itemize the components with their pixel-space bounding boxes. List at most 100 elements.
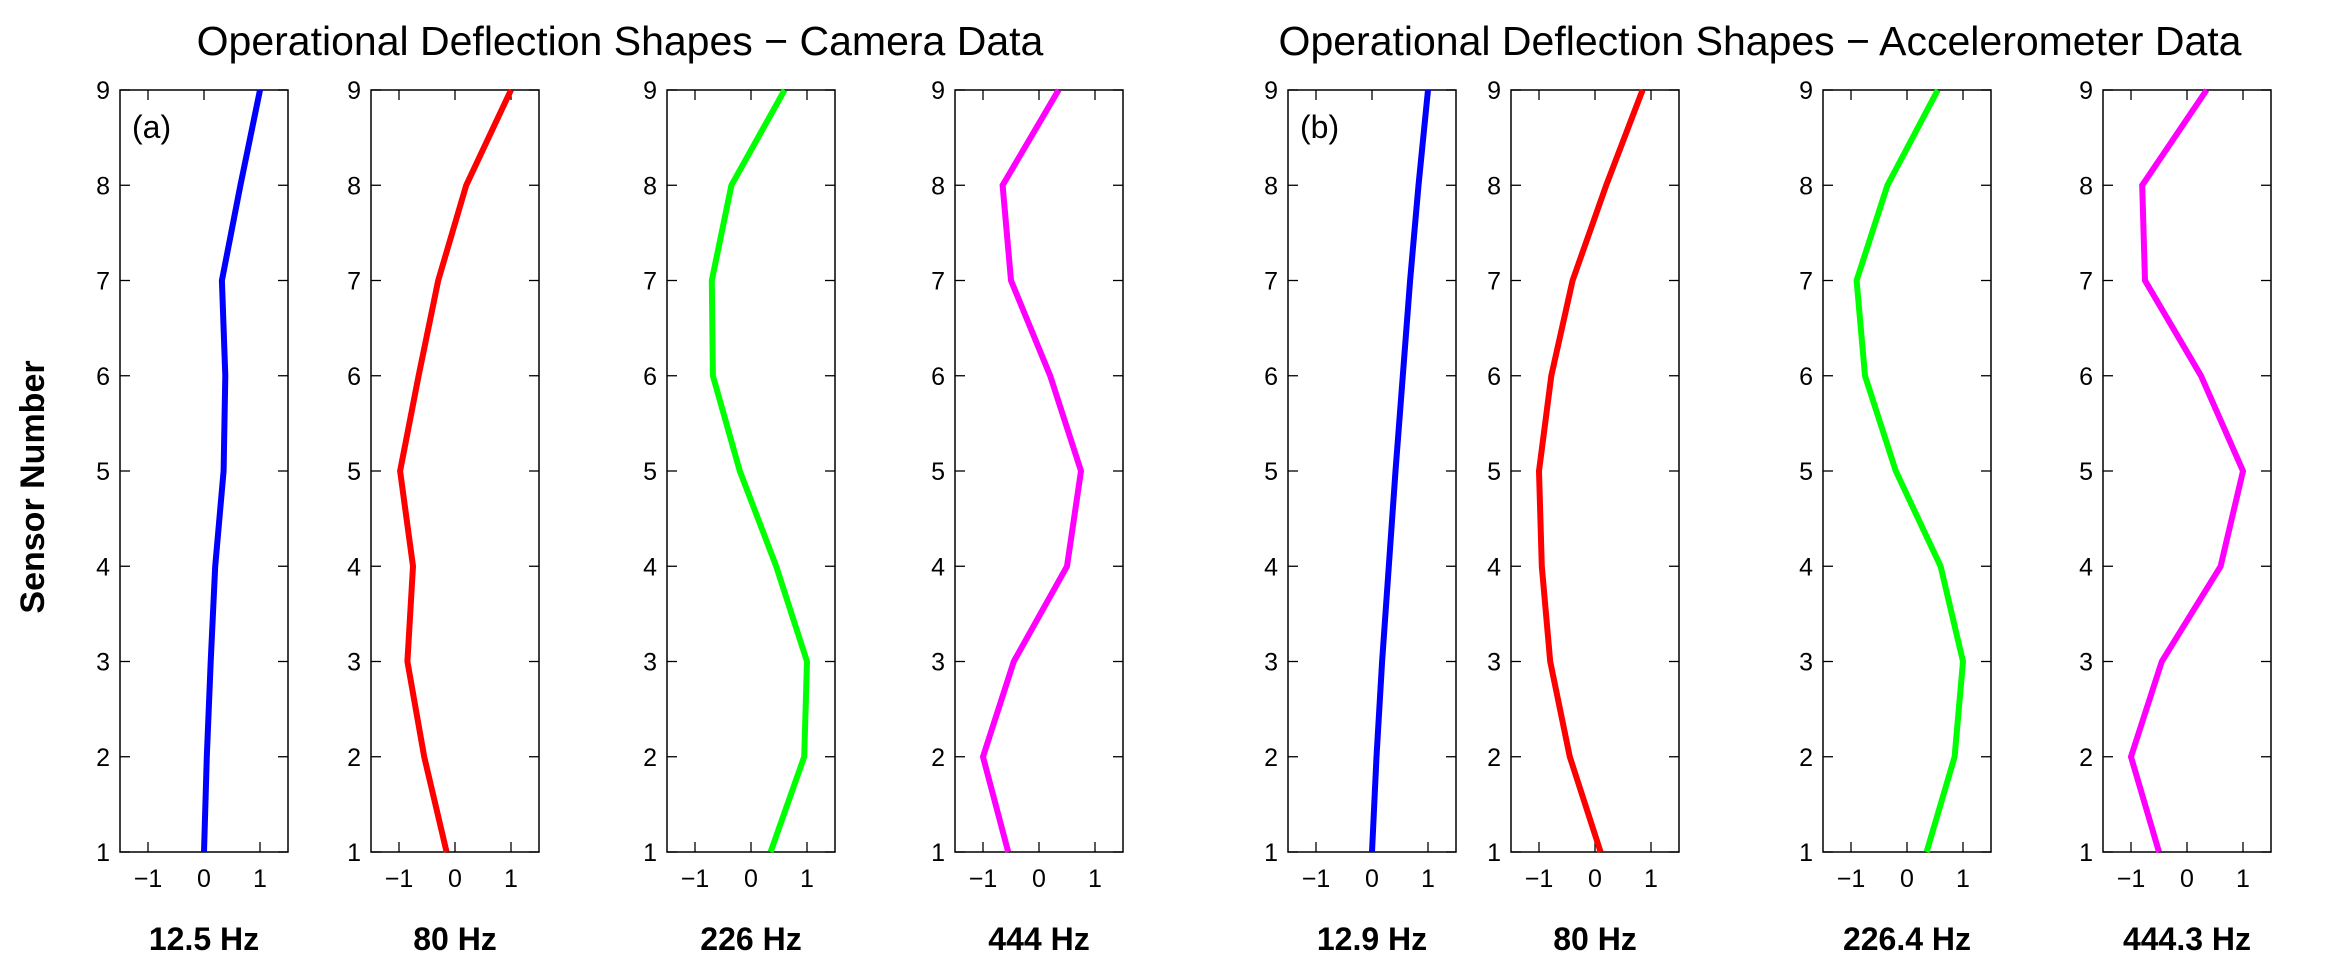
y-tick-label: 1 — [347, 839, 361, 867]
x-tick-label: 0 — [744, 865, 758, 893]
x-tick-label: −1 — [1525, 865, 1554, 893]
x-tick-label: 1 — [1421, 865, 1435, 893]
x-axis-label: 12.5 Hz — [149, 921, 259, 957]
x-tick-label: 0 — [1365, 865, 1379, 893]
y-tick-label: 1 — [931, 839, 945, 867]
series-line — [201, 89, 263, 853]
axes-box — [666, 89, 836, 853]
x-tick-label: 0 — [448, 865, 462, 893]
y-tick-label: 3 — [96, 649, 110, 677]
x-tick-label: 0 — [1032, 865, 1046, 893]
chart-title: Operational Deflection Shapes − Accelero… — [1279, 18, 2242, 64]
y-tick-label: 9 — [96, 77, 110, 105]
y-tick-label: 9 — [347, 77, 361, 105]
y-tick-label: 6 — [1264, 363, 1278, 391]
y-tick-label: 8 — [2079, 172, 2093, 200]
y-tick-label: 8 — [347, 172, 361, 200]
y-tick-label: 9 — [931, 77, 945, 105]
y-tick-label: 7 — [931, 268, 945, 296]
y-tick-label: 5 — [643, 458, 657, 486]
y-tick-label: 9 — [643, 77, 657, 105]
x-tick-label: 1 — [253, 865, 267, 893]
y-tick-label: 4 — [96, 553, 110, 581]
x-tick-label: 1 — [1088, 865, 1102, 893]
x-tick-label: −1 — [134, 865, 163, 893]
y-tick-label: 7 — [347, 268, 361, 296]
y-tick-label: 7 — [1264, 268, 1278, 296]
subplot: 1 2 3 4 5 6 7 8 9 −1 0 1 12.5 Hz (a) — [96, 77, 289, 957]
y-tick-label: 5 — [347, 458, 361, 486]
y-tick-label: 5 — [1799, 458, 1813, 486]
y-tick-label: 6 — [1799, 363, 1813, 391]
y-tick-label: 5 — [1264, 458, 1278, 486]
x-tick-label: 1 — [1956, 865, 1970, 893]
y-tick-label: 9 — [1487, 77, 1501, 105]
y-tick-label: 7 — [1487, 268, 1501, 296]
axes-box — [1822, 89, 1992, 853]
chart-title: Operational Deflection Shapes − Camera D… — [197, 18, 1044, 64]
y-tick-label: 9 — [2079, 77, 2093, 105]
x-axis-label: 444 Hz — [988, 921, 1089, 957]
subplot: 1 2 3 4 5 6 7 8 9 −1 0 1 444 Hz — [931, 77, 1124, 957]
x-tick-label: 1 — [2236, 865, 2250, 893]
y-tick-label: 8 — [643, 172, 657, 200]
y-tick-label: 1 — [643, 839, 657, 867]
y-tick-label: 1 — [96, 839, 110, 867]
y-tick-label: 3 — [2079, 649, 2093, 677]
x-tick-label: 1 — [800, 865, 814, 893]
x-tick-label: 0 — [1900, 865, 1914, 893]
series-line — [2127, 88, 2247, 853]
y-tick-label: 2 — [643, 744, 657, 772]
x-axis-label: 80 Hz — [413, 921, 497, 957]
x-tick-label: −1 — [385, 865, 414, 893]
subplot: 1 2 3 4 5 6 7 8 9 −1 0 1 12.9 Hz (b) — [1264, 77, 1457, 957]
y-tick-label: 2 — [347, 744, 361, 772]
axes-box — [954, 89, 1124, 853]
y-tick-label: 4 — [2079, 553, 2093, 581]
y-tick-label: 6 — [96, 363, 110, 391]
x-tick-label: 1 — [1644, 865, 1658, 893]
axes-box — [1287, 89, 1457, 853]
subplot: 1 2 3 4 5 6 7 8 9 −1 0 1 444.3 Hz — [2079, 77, 2272, 957]
y-tick-label: 2 — [1487, 744, 1501, 772]
y-tick-label: 6 — [1487, 363, 1501, 391]
series-line — [397, 88, 514, 853]
y-tick-label: 3 — [931, 649, 945, 677]
y-tick-label: 7 — [96, 268, 110, 296]
y-tick-label: 2 — [1264, 744, 1278, 772]
y-tick-label: 1 — [1799, 839, 1813, 867]
y-tick-label: 9 — [1799, 77, 1813, 105]
axes-box — [370, 89, 540, 853]
panel-label: (b) — [1300, 109, 1339, 145]
subplot: 1 2 3 4 5 6 7 8 9 −1 0 1 226.4 Hz — [1799, 77, 1992, 957]
y-tick-label: 8 — [931, 172, 945, 200]
x-axis-label: 80 Hz — [1553, 921, 1637, 957]
y-axis-label: Sensor Number — [14, 360, 52, 613]
x-axis-label: 226.4 Hz — [1843, 921, 1971, 957]
x-tick-label: 1 — [504, 865, 518, 893]
y-tick-label: 7 — [1799, 268, 1813, 296]
series-line — [708, 88, 811, 853]
y-tick-label: 6 — [931, 363, 945, 391]
x-tick-label: −1 — [2117, 865, 2146, 893]
x-axis-label: 226 Hz — [700, 921, 801, 957]
y-tick-label: 8 — [1264, 172, 1278, 200]
series-line — [1369, 89, 1431, 853]
y-tick-label: 1 — [1264, 839, 1278, 867]
y-tick-label: 7 — [643, 268, 657, 296]
series-line — [979, 88, 1085, 853]
y-tick-label: 7 — [2079, 268, 2093, 296]
y-tick-label: 8 — [1799, 172, 1813, 200]
y-tick-label: 2 — [931, 744, 945, 772]
series-line — [1535, 88, 1646, 853]
x-axis-label: 444.3 Hz — [2123, 921, 2251, 957]
y-tick-label: 3 — [1264, 649, 1278, 677]
y-tick-label: 4 — [931, 553, 945, 581]
y-tick-label: 5 — [96, 458, 110, 486]
y-tick-label: 2 — [1799, 744, 1813, 772]
y-tick-label: 5 — [1487, 458, 1501, 486]
y-tick-label: 3 — [1799, 649, 1813, 677]
